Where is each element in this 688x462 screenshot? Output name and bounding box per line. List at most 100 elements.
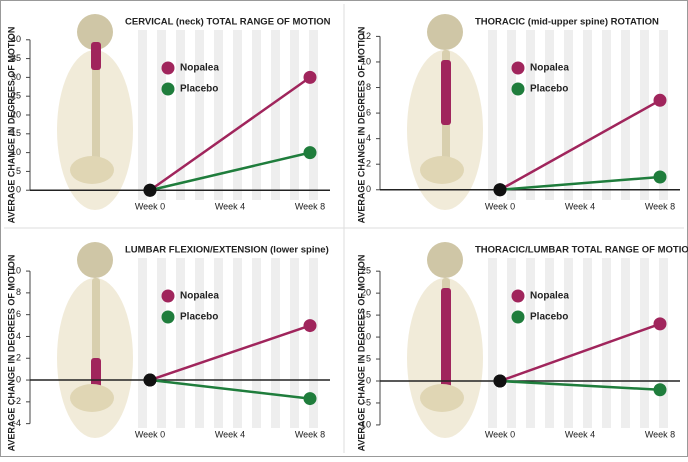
- y-axis-label: AVERAGE CHANGE IN DEGREES OF MOTION: [6, 255, 16, 452]
- stripe: [564, 258, 573, 428]
- stripe: [157, 258, 166, 428]
- data-point: [143, 183, 157, 197]
- y-tick-label: 20: [11, 109, 21, 119]
- stripe: [195, 258, 204, 428]
- stripe: [176, 30, 185, 200]
- y-tick-label: 0: [366, 375, 371, 385]
- stripe: [214, 258, 223, 428]
- data-point: [143, 373, 157, 387]
- legend-label: Placebo: [180, 84, 218, 95]
- x-tick-label: Week 0: [485, 429, 515, 439]
- y-tick-label: 35: [11, 53, 21, 63]
- stripe: [526, 258, 535, 428]
- data-point: [303, 392, 317, 406]
- stripe: [488, 30, 497, 200]
- stripe: [545, 258, 554, 428]
- figure-pelvis: [70, 156, 114, 184]
- y-tick-label: 0: [16, 374, 21, 384]
- y-tick-label: 8: [366, 82, 371, 92]
- series-line: [149, 76, 311, 192]
- panel: 0 2 4 6 8 10 12 Week 0 Week 4 Week 8 THORACIC (mid…: [356, 14, 680, 223]
- legend-label: Placebo: [530, 84, 568, 95]
- stripe: [309, 258, 318, 428]
- chart-title: CERVICAL (neck) TOTAL RANGE OF MOTION: [125, 17, 331, 28]
- stripe: [507, 258, 516, 428]
- panel: -10 -5 0 5 10 15 20 25 Week 0 Week 4 Week 8 THORACI…: [356, 242, 688, 451]
- stripe: [507, 30, 516, 200]
- x-tick-label: Week 8: [645, 429, 675, 439]
- legend-swatch: [161, 289, 175, 303]
- panel: -4 -2 0 2 4 6 8 10 Week 0 Week 4 Week 8 LUMBAR FLEX…: [6, 242, 330, 451]
- stripe: [621, 30, 630, 200]
- figure-spine-highlight: [91, 42, 101, 70]
- figure-pelvis: [70, 384, 114, 412]
- stripe: [659, 30, 668, 200]
- stripe: [271, 258, 280, 428]
- stripe: [640, 30, 649, 200]
- y-tick-label: 25: [361, 266, 371, 276]
- x-tick-label: Week 8: [295, 429, 325, 439]
- data-point: [653, 317, 667, 331]
- stripe: [564, 30, 573, 200]
- series-line: [149, 324, 311, 382]
- stripe: [157, 30, 166, 200]
- legend-label: Placebo: [180, 312, 218, 323]
- series-line: [499, 379, 661, 392]
- y-tick-label: 10: [11, 265, 21, 275]
- data-point: [493, 374, 507, 388]
- x-tick-label: Week 0: [135, 429, 165, 439]
- y-tick-label: 20: [361, 288, 371, 298]
- figure-head: [427, 242, 463, 278]
- legend-swatch: [161, 310, 175, 324]
- legend-swatch: [511, 310, 525, 324]
- y-tick-label: 10: [361, 56, 371, 66]
- x-tick-label: Week 8: [295, 201, 325, 211]
- y-tick-label: 12: [361, 31, 371, 41]
- y-tick-label: 0: [366, 184, 371, 194]
- y-tick-label: 6: [16, 309, 21, 319]
- x-tick-label: Week 0: [485, 201, 515, 211]
- stripe: [583, 258, 592, 428]
- y-tick-label: 40: [11, 34, 21, 44]
- stripe: [233, 30, 242, 200]
- figure-pelvis: [420, 384, 464, 412]
- y-tick-label: 2: [16, 353, 21, 363]
- stripe: [602, 30, 611, 200]
- y-tick-label: 0: [16, 185, 21, 195]
- stripe: [488, 258, 497, 428]
- chart-title: LUMBAR FLEXION/EXTENSION (lower spine): [125, 245, 329, 256]
- legend-label: Nopalea: [530, 291, 569, 302]
- y-tick-label: 8: [16, 287, 21, 297]
- series-line: [149, 151, 311, 192]
- stripe: [176, 258, 185, 428]
- y-tick-label: 15: [11, 128, 21, 138]
- x-tick-label: Week 4: [565, 201, 595, 211]
- data-point: [493, 183, 507, 197]
- legend-label: Nopalea: [530, 63, 569, 74]
- chart-title: THORACIC/LUMBAR TOTAL RANGE OF MOTION: [475, 245, 688, 256]
- stripe: [309, 30, 318, 200]
- figure-spine-highlight: [441, 60, 451, 125]
- stripe: [583, 30, 592, 200]
- stripe: [526, 30, 535, 200]
- figure-spine-highlight: [441, 288, 451, 393]
- figure-head: [427, 14, 463, 50]
- stripe: [233, 258, 242, 428]
- legend-swatch: [161, 82, 175, 96]
- x-tick-label: Week 8: [645, 201, 675, 211]
- y-tick-label: 5: [16, 166, 21, 176]
- stripe: [138, 30, 147, 200]
- data-point: [303, 70, 317, 84]
- y-tick-label: 5: [366, 353, 371, 363]
- chart-title: THORACIC (mid-upper spine) ROTATION: [475, 17, 659, 28]
- x-tick-label: Week 4: [215, 201, 245, 211]
- data-point: [303, 319, 317, 333]
- data-point: [653, 170, 667, 184]
- legend-label: Placebo: [530, 312, 568, 323]
- y-axis-label: AVERAGE CHANGE IN DEGREES OF MOTION: [356, 255, 366, 452]
- stripe: [290, 30, 299, 200]
- stripe: [640, 258, 649, 428]
- y-tick-label: -10: [358, 419, 371, 429]
- y-tick-label: 2: [366, 159, 371, 169]
- y-tick-label: 4: [16, 331, 21, 341]
